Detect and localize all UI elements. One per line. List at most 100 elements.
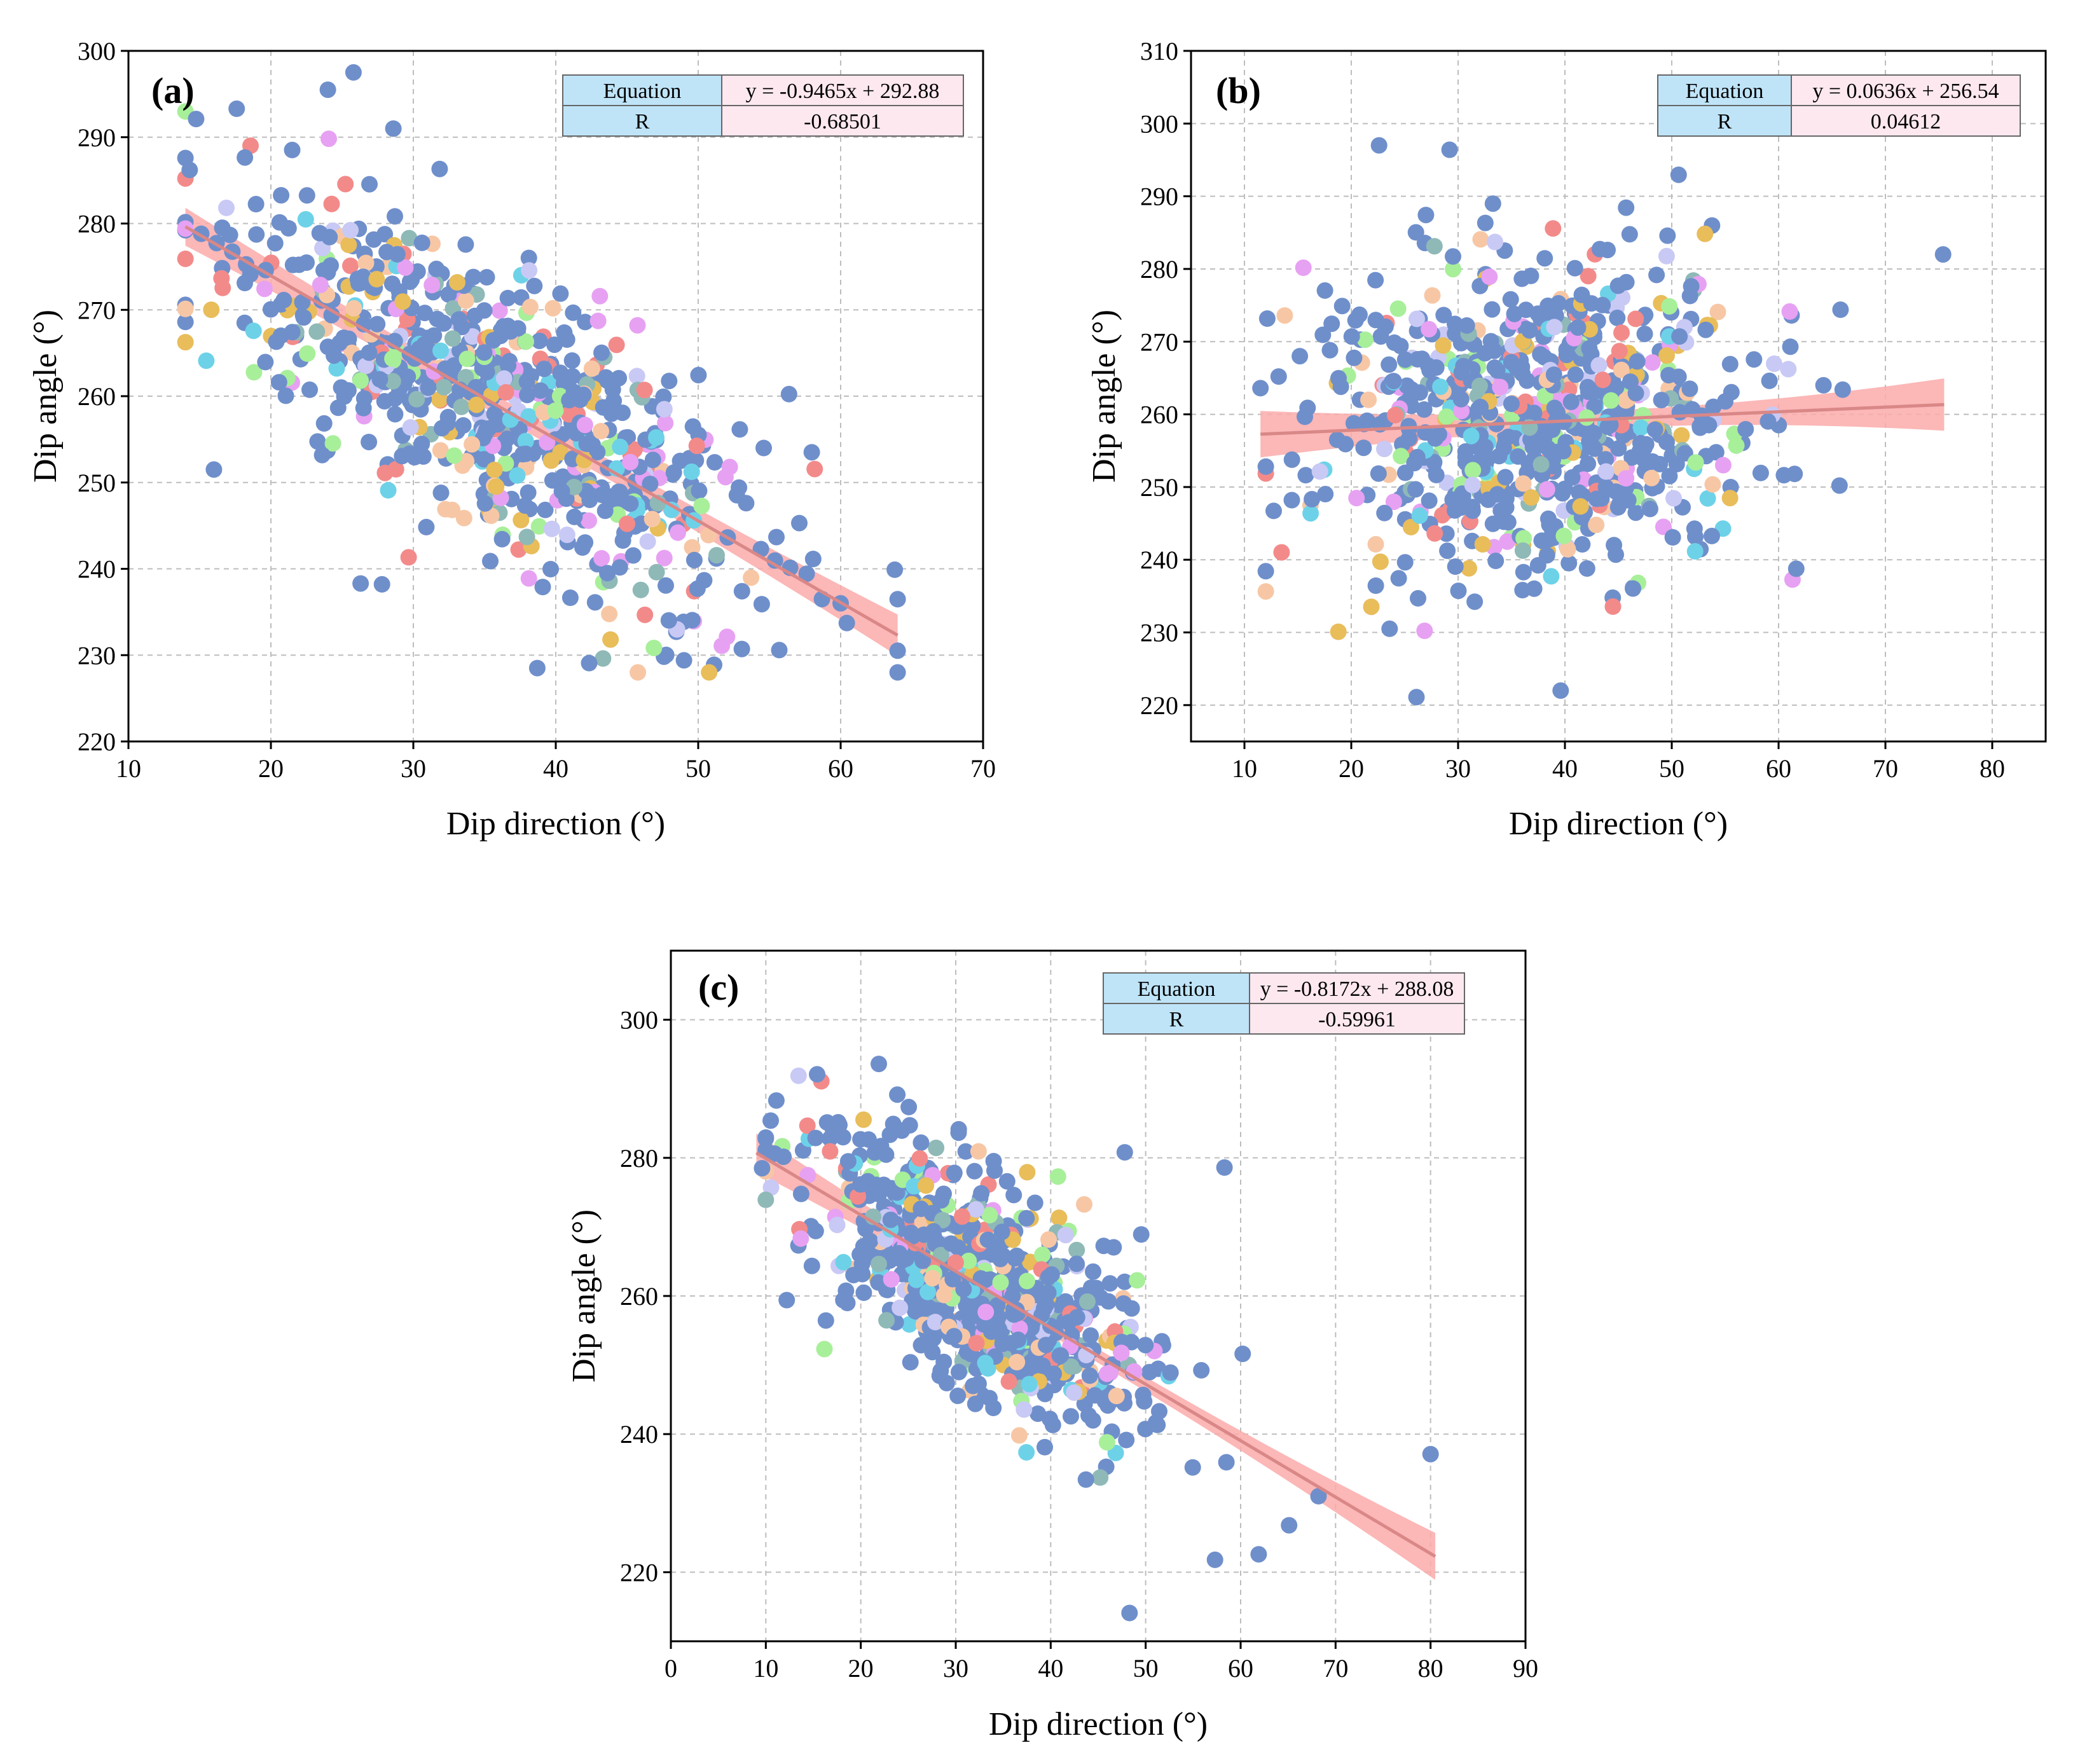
scatter-point (581, 492, 598, 508)
scatter-point (913, 1134, 930, 1151)
scatter-point-highlighted (755, 439, 772, 457)
scatter-point (203, 301, 220, 319)
scatter-point (1007, 1250, 1024, 1267)
scatter-point (1409, 351, 1426, 368)
scatter-point (361, 434, 378, 451)
scatter-point (757, 1130, 775, 1147)
scatter-point (1040, 1269, 1057, 1286)
scatter-point (688, 438, 705, 455)
scatter-point (1686, 543, 1704, 560)
scatter-point (1184, 1459, 1201, 1476)
scatter-point-highlighted (1441, 141, 1458, 158)
panel-b-table-value-cell-2 (1791, 105, 2021, 137)
scatter-point (1546, 399, 1563, 417)
scatter-point (946, 1328, 963, 1345)
scatter-point (298, 187, 315, 204)
scatter-point (1257, 458, 1274, 475)
scatter-point (1447, 558, 1464, 575)
scatter-point-highlighted (809, 1066, 825, 1083)
scatter-point (1632, 419, 1650, 436)
scatter-point (509, 320, 527, 337)
scatter-point (1258, 310, 1276, 327)
scatter-point (1515, 563, 1532, 581)
scatter-point (992, 1250, 1009, 1267)
scatter-point (400, 549, 417, 566)
y-tick-label: 270 (1140, 327, 1178, 356)
scatter-point (1330, 369, 1347, 387)
scatter-point (1641, 500, 1658, 518)
scatter-point (1396, 554, 1414, 571)
scatter-point (954, 1208, 970, 1225)
scatter-point (1426, 453, 1443, 471)
scatter-point (947, 1254, 964, 1271)
scatter-point (280, 220, 297, 237)
scatter-point (1052, 1347, 1070, 1364)
scatter-point (357, 357, 374, 375)
scatter-point (340, 237, 357, 254)
scatter-point (1532, 346, 1549, 363)
panel-b-equation-label: Equation (1686, 79, 1764, 103)
scatter-point (1671, 404, 1688, 421)
scatter-point (408, 390, 425, 408)
scatter-point (708, 547, 725, 564)
scatter-point (977, 1304, 995, 1321)
scatter-point (432, 485, 450, 501)
scatter-point (401, 230, 418, 247)
panel-b-points (1252, 137, 1952, 706)
scatter-point (1076, 1196, 1092, 1213)
scatter-point (619, 515, 636, 532)
scatter-point (380, 482, 397, 499)
scatter-point (612, 438, 629, 455)
scatter-point (839, 1153, 857, 1170)
scatter-point-highlighted (1815, 376, 1832, 394)
scatter-point (1780, 361, 1797, 378)
scatter-point (1370, 465, 1387, 482)
scatter-point (1661, 467, 1678, 485)
scatter-point (1421, 492, 1438, 509)
x-tick-label: 30 (401, 754, 426, 783)
scatter-point (420, 379, 437, 396)
scatter-point (1697, 225, 1714, 242)
scatter-point (581, 654, 598, 672)
scatter-point (1115, 1295, 1132, 1312)
scatter-point (520, 249, 537, 266)
panel-c-ticks: 0 10 20 30 40 50 60 70 80 90 220 240 260 280 300 (620, 1006, 1538, 1683)
scatter-point (1367, 535, 1384, 553)
scatter-point (1133, 1226, 1150, 1243)
scatter-point (1426, 525, 1443, 542)
panel-c-equation-value: y = -0.8172x + 288.08 (1260, 977, 1454, 1001)
scatter-point-highlighted (1408, 689, 1425, 706)
scatter-point (518, 333, 534, 350)
scatter-point (1400, 418, 1417, 435)
scatter-point (1683, 278, 1700, 295)
scatter-point-highlighted (1121, 1604, 1138, 1622)
scatter-point (561, 392, 578, 409)
scatter-point (458, 350, 476, 368)
scatter-point (949, 1388, 967, 1404)
scatter-point (297, 210, 314, 228)
scatter-point (576, 417, 593, 434)
scatter-point (1323, 315, 1340, 333)
scatter-point (352, 372, 369, 389)
scatter-point (257, 354, 274, 371)
x-tick-label: 40 (1038, 1654, 1063, 1683)
scatter-point (960, 1308, 977, 1325)
scatter-point (552, 364, 569, 382)
scatter-point (1297, 467, 1314, 484)
scatter-point (315, 262, 332, 279)
scatter-point (435, 314, 451, 331)
scatter-point (543, 520, 560, 537)
scatter-point (544, 300, 561, 317)
panel-b-fit-line-group (1260, 403, 1945, 436)
panel-c-table-value-cell-2 (1249, 1003, 1465, 1035)
scatter-point (1118, 1431, 1135, 1449)
scatter-point (177, 300, 194, 317)
scatter-point (904, 1228, 921, 1245)
scatter-point (855, 1284, 872, 1301)
scatter-point (935, 1286, 953, 1304)
scatter-point (1660, 367, 1677, 383)
scatter-point (1604, 598, 1622, 615)
scatter-point (495, 370, 513, 387)
scatter-point (552, 285, 569, 302)
